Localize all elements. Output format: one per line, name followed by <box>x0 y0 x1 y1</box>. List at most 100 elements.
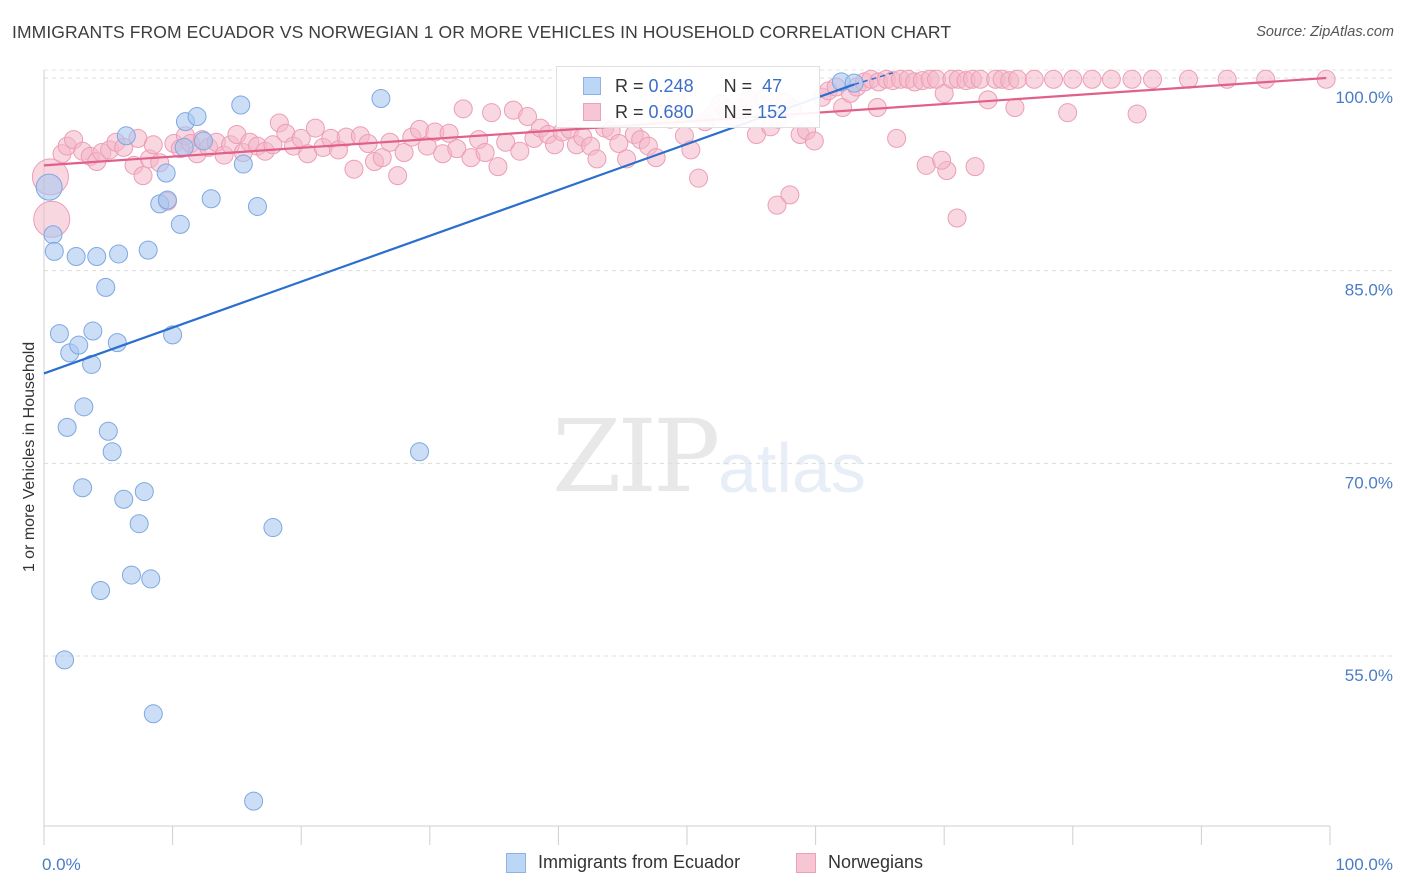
norwegians-point <box>133 166 153 186</box>
y-axis-label: 1 or more Vehicles in Household <box>21 342 38 572</box>
ecuador-point <box>129 514 149 534</box>
legend-n-label: N = <box>723 75 753 96</box>
tick-labels: 100.0% 85.0% 70.0% 55.0% 0.0% 100.0% <box>42 88 1393 874</box>
ecuador-point <box>156 163 176 183</box>
norwegians-point <box>143 135 163 155</box>
ecuador-point <box>49 324 69 344</box>
bottom-legend: Immigrants from Ecuador Norwegians <box>0 852 1406 878</box>
legend-r-label: R = <box>615 101 644 122</box>
ecuador-point <box>69 335 89 355</box>
norwegians-point <box>1044 69 1064 89</box>
chart-title: IMMIGRANTS FROM ECUADOR VS NORWEGIAN 1 O… <box>12 22 952 42</box>
norwegians-point <box>475 142 495 162</box>
ecuador-point <box>193 131 213 151</box>
ecuador-point <box>87 247 107 267</box>
norwegians-point <box>518 107 538 127</box>
stats-legend: R = 0.248 N = 47 R = 0.680 N = 152 <box>556 66 820 128</box>
norwegians-point <box>372 148 392 168</box>
ecuador-point <box>116 126 136 146</box>
bottom-legend-swatch-norwegians <box>796 852 816 873</box>
ecuador-point <box>91 580 111 600</box>
legend-n-value: 47 <box>762 75 783 96</box>
y-tick-label: 85.0% <box>1345 281 1393 300</box>
y-tick-label: 55.0% <box>1345 666 1393 685</box>
ecuador-trend-line <box>43 83 855 375</box>
axes <box>43 70 1331 845</box>
norwegians-point <box>767 195 787 215</box>
bottom-legend-swatch-ecuador <box>506 852 526 873</box>
ecuador-point <box>263 518 283 538</box>
norwegians-point <box>394 142 414 162</box>
ecuador-point <box>844 73 864 93</box>
ecuador-point <box>143 704 163 724</box>
norwegians-point <box>1082 69 1102 89</box>
norwegians-point <box>1024 69 1044 89</box>
norwegians-point <box>932 150 952 170</box>
legend-swatch-ecuador <box>583 77 601 95</box>
norwegians-point <box>947 208 967 228</box>
ecuador-point <box>73 478 93 498</box>
ecuador-point <box>107 333 127 353</box>
ecuador-point <box>170 214 190 234</box>
ecuador-point <box>231 95 251 115</box>
ecuador-points <box>35 72 864 811</box>
norwegians-point <box>510 141 530 161</box>
legend-row-ecuador: R = 0.248 N = 47 <box>583 74 782 98</box>
legend-r-value: 0.248 <box>648 75 694 96</box>
x-tick-label: 0.0% <box>42 855 81 874</box>
norwegians-point <box>388 166 408 186</box>
ecuador-point <box>141 569 161 589</box>
ecuador-point <box>174 137 194 157</box>
ecuador-point <box>35 173 63 201</box>
ecuador-point <box>187 107 207 127</box>
norwegians-point <box>447 139 467 159</box>
source-label[interactable]: Source: ZipAtlas.com <box>1256 24 1394 40</box>
ecuador-point <box>114 489 134 509</box>
bottom-legend-ecuador[interactable]: Immigrants from Ecuador <box>506 852 740 873</box>
norwegians-point <box>780 185 800 205</box>
y-tick-label: 70.0% <box>1345 473 1393 492</box>
bottom-legend-label-norwegians: Norwegians <box>828 852 924 872</box>
norwegians-point <box>689 168 709 188</box>
watermark-zip: ZIP <box>552 398 720 515</box>
ecuador-point <box>157 190 177 210</box>
ecuador-point <box>55 650 75 670</box>
norwegians-point <box>1058 103 1078 123</box>
norwegians-point <box>1256 69 1276 89</box>
ecuador-trend-extension <box>853 72 893 86</box>
norwegians-point <box>965 157 985 177</box>
norwegians-point <box>1005 98 1025 118</box>
legend-swatch-norwegians <box>583 103 601 121</box>
ecuador-point <box>163 325 183 345</box>
ecuador-point <box>96 277 116 297</box>
legend-row-norwegians: R = 0.680 N = 152 <box>583 100 787 124</box>
ecuador-point <box>138 240 158 260</box>
ecuador-point <box>43 225 63 245</box>
legend-r-label: R = <box>615 75 644 96</box>
ecuador-point <box>66 247 86 267</box>
norwegians-point <box>1008 69 1028 89</box>
ecuador-point <box>244 791 264 811</box>
norwegians-point <box>1143 69 1163 89</box>
ecuador-point <box>121 565 141 585</box>
ecuador-point <box>134 482 154 502</box>
bottom-legend-label-ecuador: Immigrants from Ecuador <box>538 852 741 872</box>
ecuador-point <box>83 321 103 341</box>
ecuador-point <box>201 189 221 209</box>
legend-n-label: N = <box>723 101 753 122</box>
norwegians-point <box>482 103 502 123</box>
ecuador-point <box>102 442 122 462</box>
norwegians-point <box>305 118 325 138</box>
ecuador-point <box>98 421 118 441</box>
ecuador-point <box>44 241 64 261</box>
legend-n-value: 152 <box>757 101 788 122</box>
x-tick-label: 100.0% <box>1335 855 1393 874</box>
norwegians-point <box>1101 69 1121 89</box>
bottom-legend-norwegians[interactable]: Norwegians <box>796 852 923 873</box>
ecuador-point <box>57 417 77 437</box>
ecuador-point <box>371 89 391 109</box>
ecuador-point <box>109 244 129 264</box>
norwegians-point <box>1127 104 1147 124</box>
ecuador-point <box>74 397 94 417</box>
